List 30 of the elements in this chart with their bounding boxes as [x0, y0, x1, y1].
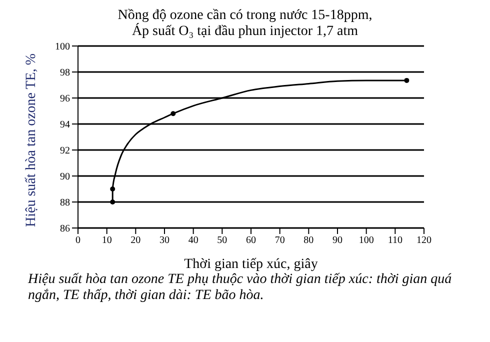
y-tick-label: 100	[55, 42, 70, 53]
x-tick-label: 40	[188, 235, 198, 246]
y-tick-label: 90	[60, 172, 70, 183]
point	[170, 111, 176, 116]
y-tick-label: 92	[60, 146, 70, 157]
x-tick-label: 80	[304, 235, 314, 246]
x-tick-label: 20	[130, 235, 141, 246]
x-tick-label: 100	[358, 235, 374, 246]
x-tick-label: 110	[388, 235, 402, 246]
point	[110, 200, 116, 204]
point	[404, 78, 410, 83]
text: Hiệu suất hòa tan ozone TE phụ thuộc vào thời gian tiếp xúc: thời gian quá ngắn, TE thấp, thời gian dài: TE bão hòa.	[26, 272, 453, 304]
y-tick-label: 98	[60, 68, 70, 79]
x-tick-label: 70	[274, 235, 285, 246]
x-tick-label: 90	[332, 235, 342, 246]
y-axis-title: Hiệu suất hòa tan ozone TE, %	[24, 53, 39, 227]
x-tick-label: 120	[416, 235, 432, 246]
x-axis-title: Thời gian tiếp xúc, giây	[184, 257, 318, 272]
x-tick-label: 50	[217, 235, 228, 246]
x-tick-label: 30	[160, 235, 170, 246]
y-tick-label: 94	[60, 120, 70, 131]
x-tick-label: 10	[102, 235, 112, 246]
chart-title: Nồng độ ozone cần có trong nước 15-18ppm,	[116, 8, 374, 23]
chart-subtitle: Áp suất O₃ tại đầu phun injector 1,7 atm	[130, 24, 360, 40]
y-tick-label: 96	[60, 94, 70, 105]
point	[110, 186, 116, 192]
x-tick-label: 0	[76, 235, 80, 246]
y-tick-label: 88	[60, 198, 70, 209]
x-tick-label: 60	[246, 235, 256, 246]
y-tick-label: 86	[60, 224, 70, 235]
